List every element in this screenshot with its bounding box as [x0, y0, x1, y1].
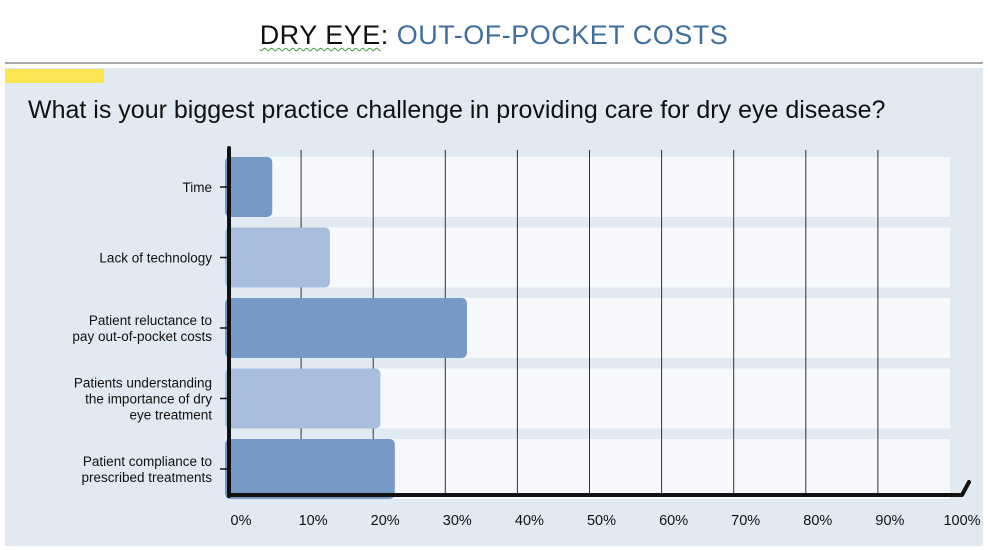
chart-title: What is your biggest practice challenge …: [28, 96, 886, 124]
category-label-3: Patients understanding the importance of …: [74, 376, 212, 423]
x-tick-label-10: 100%: [943, 513, 980, 529]
x-tick-label-3: 30%: [443, 513, 472, 529]
header-divider: [5, 62, 983, 64]
x-tick-label-7: 70%: [731, 513, 760, 529]
yellow-accent-tab: [5, 69, 104, 83]
x-tick-label-8: 80%: [803, 513, 832, 529]
category-label-1: Lack of technology: [99, 251, 212, 266]
x-tick-label-4: 40%: [515, 513, 544, 529]
category-label-4: Patient compliance to prescribed treatmen…: [81, 454, 212, 485]
category-label-line: Lack of technology: [99, 251, 212, 266]
x-axis: [227, 480, 971, 497]
bar-1: [225, 227, 330, 288]
header-title-part2: OUT-OF-POCKET COSTS: [396, 20, 729, 50]
bar-4: [225, 439, 395, 499]
category-label-line: Patient compliance to: [83, 454, 212, 469]
header-title-part1: DRY EYE: [259, 20, 381, 50]
category-label-2: Patient reluctance to pay out-of-pocket c…: [72, 313, 212, 344]
x-tick-label-5: 50%: [587, 513, 616, 529]
header-title-colon: :: [380, 20, 397, 50]
x-tick-label-1: 10%: [299, 513, 328, 529]
category-label-line: pay out-of-pocket costs: [72, 329, 212, 344]
x-tick-label-2: 20%: [371, 513, 400, 529]
category-label-line: Patient reluctance to: [89, 313, 212, 328]
x-tick-label-9: 90%: [875, 513, 904, 529]
bar-2: [225, 298, 467, 358]
x-tick-label-6: 60%: [659, 513, 688, 529]
category-label-line: Patients understanding: [74, 376, 212, 391]
category-label-line: eye treatment: [129, 408, 212, 423]
category-label-line: Time: [183, 180, 213, 195]
bar-3: [225, 368, 381, 429]
page-header: DRY EYE: OUT-OF-POCKET COSTS: [0, 0, 988, 62]
x-tick-label-0: 0%: [231, 513, 252, 529]
category-label-line: the importance of dry: [85, 392, 212, 407]
category-label-line: prescribed treatments: [81, 470, 212, 485]
category-label-0: Time: [183, 180, 213, 195]
bar-0: [225, 157, 273, 217]
